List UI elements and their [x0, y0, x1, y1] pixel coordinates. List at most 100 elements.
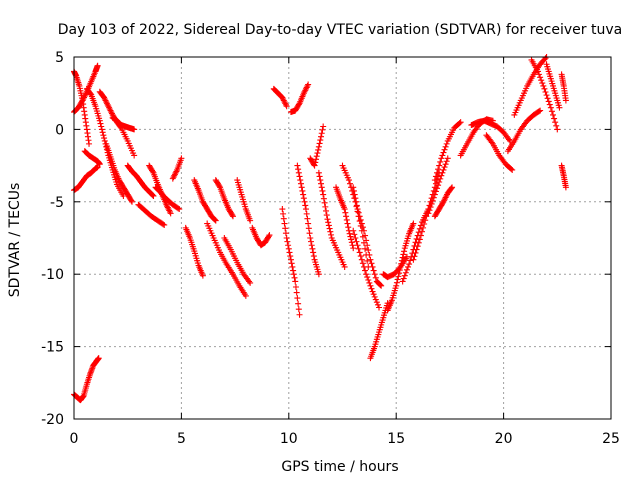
data-point [94, 62, 101, 69]
data-point [536, 108, 543, 115]
data-point [166, 207, 173, 214]
data-point [350, 245, 357, 252]
data-point [296, 311, 303, 318]
data-point [543, 92, 550, 99]
data-point [360, 263, 367, 270]
data-point [345, 224, 352, 231]
data-point [323, 207, 330, 214]
data-point [87, 90, 94, 97]
data-point [107, 107, 114, 114]
series-arc-28 [333, 184, 357, 252]
data-point [371, 293, 378, 300]
data-point [369, 288, 376, 295]
data-point [300, 191, 307, 198]
data-point [246, 278, 253, 285]
data-point [298, 184, 305, 191]
series-arc-26 [307, 123, 327, 169]
data-point [164, 203, 171, 210]
data-point [97, 120, 104, 127]
data-point [313, 156, 320, 163]
data-point [415, 239, 422, 246]
data-point [448, 185, 455, 192]
data-point [432, 173, 439, 180]
data-point [346, 230, 353, 237]
data-point [412, 249, 419, 256]
data-point [537, 74, 544, 81]
chart-title: Day 103 of 2022, Sidereal Day-to-day VTE… [58, 22, 622, 38]
data-point [302, 87, 309, 94]
data-point [318, 184, 325, 191]
series-arc-03 [71, 164, 101, 194]
plot-frame [73, 56, 612, 420]
data-point [82, 91, 89, 98]
data-point [229, 212, 236, 219]
data-point [364, 257, 371, 264]
series-arc-21 [249, 224, 273, 249]
data-point [364, 242, 371, 249]
data-point [303, 84, 310, 91]
data-point [294, 162, 301, 169]
data-point [355, 209, 362, 216]
data-point [285, 242, 292, 249]
series-arc-24 [287, 81, 312, 116]
series-arc-43 [504, 107, 544, 155]
data-point [355, 245, 362, 252]
data-point [321, 199, 328, 206]
y-tick-label: 5 [55, 50, 64, 66]
data-point [363, 271, 370, 278]
data-point [287, 253, 294, 260]
data-point [359, 224, 366, 231]
data-point [311, 162, 318, 169]
data-point [456, 120, 463, 127]
data-point [352, 195, 359, 202]
data-point [320, 123, 327, 130]
series-arc-13 [152, 184, 183, 213]
data-point [393, 282, 400, 289]
data-point [440, 149, 447, 156]
data-point [356, 249, 363, 256]
data-point [131, 152, 138, 159]
data-point [279, 94, 286, 101]
data-point [325, 219, 332, 226]
data-point [302, 85, 309, 92]
data-point [349, 242, 356, 249]
data-point [296, 173, 303, 180]
data-point [170, 174, 177, 181]
x-tick-label: 10 [280, 431, 298, 447]
x-axis-label: GPS time / hours [281, 459, 398, 475]
data-point [294, 295, 301, 302]
data-point [81, 93, 88, 100]
series-arc-39 [431, 119, 464, 184]
data-point [283, 235, 290, 241]
data-point [282, 100, 289, 107]
data-point [96, 117, 103, 124]
data-point [319, 187, 326, 194]
series-arc-14 [169, 155, 185, 182]
data-point [322, 203, 329, 210]
data-point [167, 210, 174, 217]
data-point [100, 132, 107, 139]
data-point [265, 233, 272, 240]
data-point [288, 260, 295, 267]
data-point [405, 263, 412, 270]
data-point [546, 101, 553, 108]
data-point [303, 210, 310, 217]
data-point [357, 253, 364, 260]
data-point [556, 104, 563, 111]
data-point [304, 82, 311, 89]
data-point [101, 137, 108, 144]
data-point [537, 107, 544, 114]
x-tick-label: 15 [387, 431, 405, 447]
data-point [327, 228, 334, 235]
data-point [283, 103, 290, 110]
data-point [344, 220, 351, 227]
data-point [313, 153, 320, 160]
data-point [508, 165, 515, 172]
data-point [281, 98, 288, 105]
data-point [324, 216, 331, 223]
data-point [343, 213, 350, 220]
data-point [431, 191, 438, 198]
data-point [362, 245, 369, 252]
data-point [297, 180, 304, 187]
data-point [505, 136, 512, 143]
